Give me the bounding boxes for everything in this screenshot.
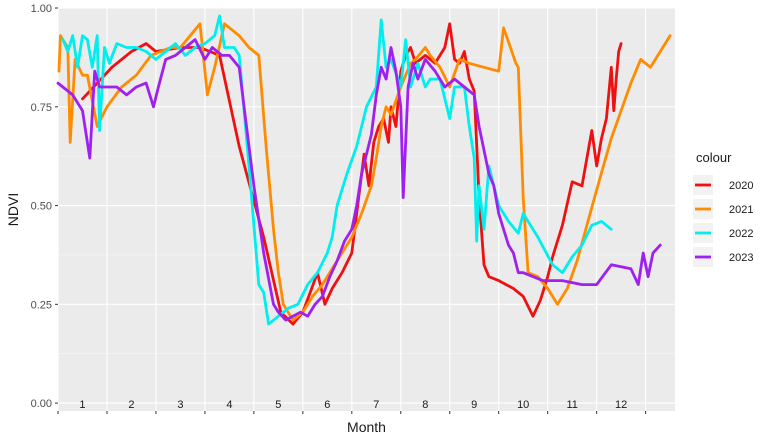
- y-tick-label: 1.00: [31, 3, 52, 15]
- legend-title: colour: [696, 150, 732, 165]
- month-label: 7: [373, 399, 379, 411]
- y-tick-label: 0.75: [31, 102, 52, 114]
- y-tick-labels: 0.00 0.25 0.50 0.75 1.00: [31, 3, 58, 410]
- month-label: 5: [275, 399, 281, 411]
- y-tick-label: 0.00: [31, 398, 52, 410]
- legend: colour 2020 2021 2022 2023: [693, 150, 753, 267]
- month-label: 6: [324, 399, 330, 411]
- series-line-2022: [61, 14, 613, 326]
- x-axis-title: Month: [347, 419, 386, 435]
- month-label: 8: [422, 399, 428, 411]
- series-line-2020: [81, 22, 623, 326]
- series-line-2021: [57, 22, 672, 322]
- month-label: 2: [128, 399, 134, 411]
- month-label: 12: [615, 399, 627, 411]
- month-label: 1: [79, 399, 85, 411]
- month-label: 3: [177, 399, 183, 411]
- plot-panel: [58, 8, 675, 411]
- legend-label: 2023: [729, 252, 753, 264]
- series-line-2023: [56, 38, 662, 322]
- x-tick-labels: 1 2 3 4 5 6 7 8 9 10 11 12: [57, 399, 647, 414]
- legend-label: 2021: [729, 204, 753, 216]
- month-label: 11: [566, 399, 577, 411]
- month-label: 10: [517, 399, 529, 411]
- y-tick-label: 0.50: [31, 201, 52, 213]
- y-axis-title: NDVI: [5, 193, 21, 226]
- legend-label: 2022: [729, 228, 753, 240]
- month-label: 4: [226, 399, 232, 411]
- month-label: 9: [471, 399, 477, 411]
- y-tick-label: 0.25: [31, 299, 52, 311]
- series-lines: [56, 14, 672, 326]
- legend-label: 2020: [729, 180, 753, 192]
